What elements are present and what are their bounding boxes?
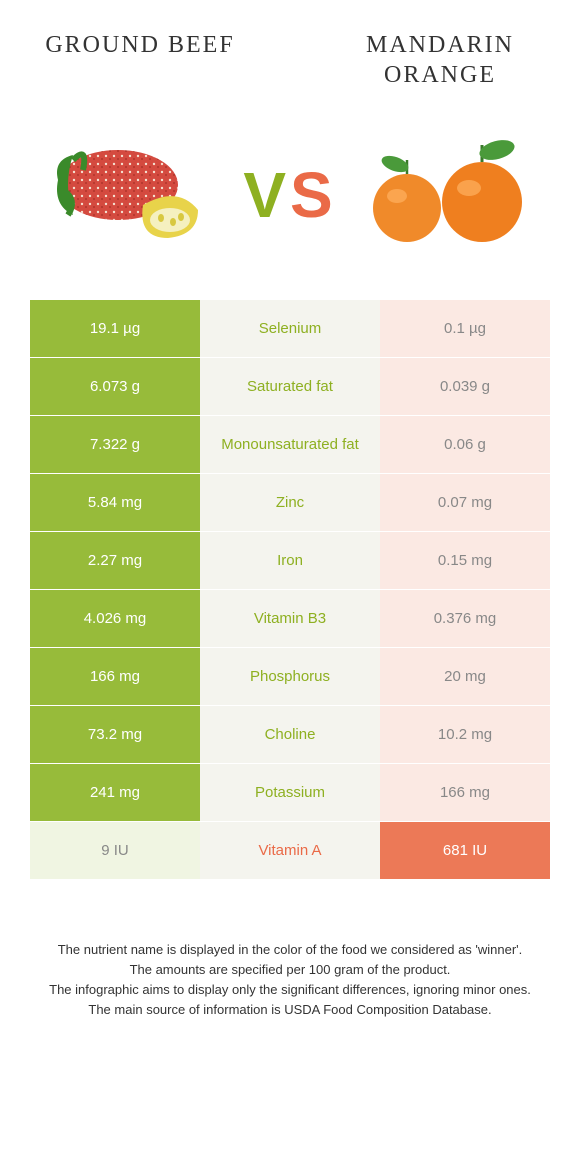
titles-row: Ground beef Mandarin orange — [0, 0, 580, 110]
right-value-cell: 0.376 mg — [380, 590, 550, 647]
nutrient-name-cell: Vitamin B3 — [200, 590, 380, 647]
right-value-cell: 0.1 µg — [380, 300, 550, 357]
left-food-image — [48, 130, 223, 260]
left-value-cell: 9 IU — [30, 822, 200, 879]
table-row: 73.2 mgCholine10.2 mg — [30, 706, 550, 764]
right-value-cell: 0.06 g — [380, 416, 550, 473]
nutrient-name-cell: Zinc — [200, 474, 380, 531]
table-row: 19.1 µgSelenium0.1 µg — [30, 300, 550, 358]
nutrient-table: 19.1 µgSelenium0.1 µg6.073 gSaturated fa… — [30, 300, 550, 880]
ground-beef-icon — [48, 130, 223, 260]
nutrient-name-cell: Saturated fat — [200, 358, 380, 415]
right-value-cell: 0.07 mg — [380, 474, 550, 531]
footnote-line: The amounts are specified per 100 gram o… — [30, 960, 550, 980]
nutrient-name-cell: Monounsaturated fat — [200, 416, 380, 473]
infographic-root: Ground beef Mandarin orange — [0, 0, 580, 1021]
hero-row: VS — [0, 110, 580, 290]
footnote-line: The main source of information is USDA F… — [30, 1000, 550, 1020]
nutrient-name-cell: Potassium — [200, 764, 380, 821]
right-value-cell: 166 mg — [380, 764, 550, 821]
table-row: 7.322 gMonounsaturated fat0.06 g — [30, 416, 550, 474]
nutrient-name-cell: Vitamin A — [200, 822, 380, 879]
left-value-cell: 6.073 g — [30, 358, 200, 415]
right-value-cell: 0.039 g — [380, 358, 550, 415]
left-value-cell: 2.27 mg — [30, 532, 200, 589]
nutrient-name-cell: Selenium — [200, 300, 380, 357]
left-food-title: Ground beef — [40, 30, 240, 60]
right-food-title: Mandarin orange — [340, 30, 540, 90]
left-value-cell: 5.84 mg — [30, 474, 200, 531]
nutrient-name-cell: Choline — [200, 706, 380, 763]
footnote-line: The infographic aims to display only the… — [30, 980, 550, 1000]
left-value-cell: 166 mg — [30, 648, 200, 705]
mandarin-orange-icon — [357, 130, 532, 260]
right-value-cell: 10.2 mg — [380, 706, 550, 763]
vs-letter-v: V — [243, 159, 290, 231]
table-row: 166 mgPhosphorus20 mg — [30, 648, 550, 706]
left-value-cell: 4.026 mg — [30, 590, 200, 647]
table-row: 5.84 mgZinc0.07 mg — [30, 474, 550, 532]
right-value-cell: 0.15 mg — [380, 532, 550, 589]
right-value-cell: 20 mg — [380, 648, 550, 705]
table-row: 6.073 gSaturated fat0.039 g — [30, 358, 550, 416]
table-row: 2.27 mgIron0.15 mg — [30, 532, 550, 590]
left-value-cell: 241 mg — [30, 764, 200, 821]
table-row: 9 IUVitamin A681 IU — [30, 822, 550, 880]
right-value-cell: 681 IU — [380, 822, 550, 879]
table-row: 241 mgPotassium166 mg — [30, 764, 550, 822]
footnote-line: The nutrient name is displayed in the co… — [30, 940, 550, 960]
table-row: 4.026 mgVitamin B30.376 mg — [30, 590, 550, 648]
footnotes: The nutrient name is displayed in the co… — [30, 940, 550, 1021]
left-value-cell: 7.322 g — [30, 416, 200, 473]
left-value-cell: 19.1 µg — [30, 300, 200, 357]
right-food-image — [357, 130, 532, 260]
left-value-cell: 73.2 mg — [30, 706, 200, 763]
nutrient-name-cell: Phosphorus — [200, 648, 380, 705]
vs-label: VS — [243, 158, 336, 232]
vs-letter-s: S — [290, 159, 337, 231]
nutrient-name-cell: Iron — [200, 532, 380, 589]
